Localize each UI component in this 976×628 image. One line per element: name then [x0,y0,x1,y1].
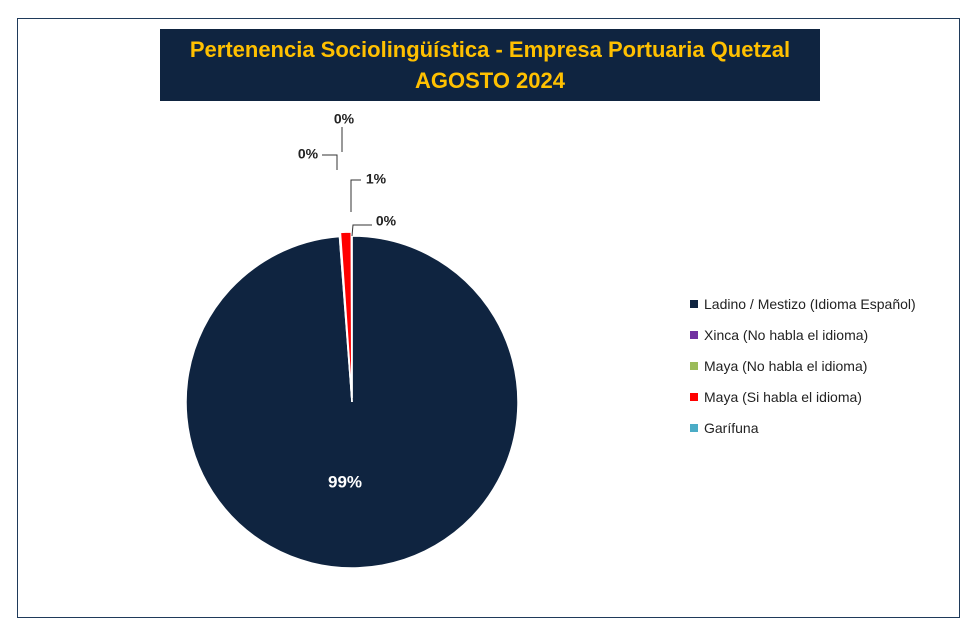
data-label-garifuna: 0% [376,213,397,229]
legend-item-garifuna: Garífuna [690,412,916,443]
data-label-ladino-mestizo: 99% [328,472,362,491]
leader-line-garifuna [351,224,372,237]
legend-swatch [690,299,698,308]
leader-line-maya-si-habla [350,179,361,212]
legend-label: Ladino / Mestizo (Idioma Español) [704,295,916,312]
data-label-maya-no-habla: 0% [334,111,355,127]
chart-legend: Ladino / Mestizo (Idioma Español) Xinca (… [690,288,916,443]
legend-swatch [690,330,698,339]
legend-label: Maya (Si habla el idioma) [704,388,862,405]
chart-title: Pertenencia Sociolingüística - Empresa P… [189,37,791,62]
legend-label: Xinca (No habla el idioma) [704,326,869,343]
pie-slice-garifuna [350,231,353,399]
legend-item-maya-si-habla: Maya (Si habla el idioma) [690,381,916,412]
data-label-maya-si-habla: 1% [366,171,387,187]
legend-swatch [690,392,698,401]
leader-line-xinca [322,154,338,170]
chart-title-box: Pertenencia Sociolingüística - Empresa P… [160,29,820,101]
legend-swatch [690,423,698,432]
legend-item-xinca: Xinca (No habla el idioma) [690,319,916,350]
legend-label: Maya (No habla el idioma) [704,357,868,374]
chart-subtitle: AGOSTO 2024 [415,68,565,93]
data-label-xinca: 0% [298,146,319,162]
legend-item-ladino-mestizo: Ladino / Mestizo (Idioma Español) [690,288,916,319]
legend-item-maya-no-habla: Maya (No habla el idioma) [690,350,916,381]
legend-swatch [690,361,698,370]
legend-label: Garífuna [704,419,759,436]
